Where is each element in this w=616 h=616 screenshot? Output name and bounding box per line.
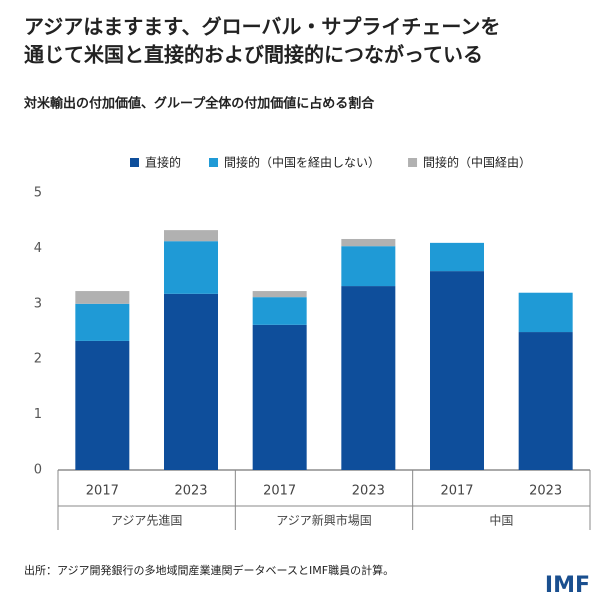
bar-segment bbox=[164, 293, 218, 470]
x-tick-label: 2017 bbox=[86, 484, 119, 499]
x-tick-label: 2023 bbox=[352, 484, 385, 499]
legend-swatch bbox=[408, 158, 418, 167]
bar-segment bbox=[252, 297, 307, 325]
logo: IMF bbox=[545, 573, 590, 598]
bar-segment bbox=[75, 291, 130, 304]
y-tick-label: 3 bbox=[34, 296, 42, 311]
bar-segment bbox=[75, 340, 130, 470]
chart-title: 通じて米国と直接的および間接的につながっている bbox=[24, 43, 483, 67]
bar-segment bbox=[252, 291, 307, 298]
y-tick-label: 5 bbox=[34, 186, 42, 201]
y-tick-label: 4 bbox=[34, 241, 42, 256]
legend-swatch bbox=[209, 158, 219, 167]
bar-segment bbox=[430, 271, 484, 470]
chart-subtitle: 対米輸出の付加価値、グループ全体の付加価値に占める割合 bbox=[23, 96, 375, 112]
bar-segment bbox=[341, 246, 396, 287]
bar-segment bbox=[164, 230, 218, 242]
x-tick-label: 2017 bbox=[440, 484, 473, 499]
y-tick-label: 1 bbox=[34, 407, 42, 422]
legend-label: 間接的（中国経由） bbox=[423, 155, 531, 170]
bar-segment bbox=[252, 324, 307, 470]
source-note: 出所：アジア開発銀行の多地域間産業連関データベースとIMF職員の計算。 bbox=[24, 563, 394, 577]
bar-segment bbox=[518, 292, 573, 333]
y-tick-label: 0 bbox=[34, 463, 42, 478]
group-label: アジア新興市場国 bbox=[276, 513, 372, 528]
group-label: 中国 bbox=[489, 513, 513, 528]
bar-segment bbox=[341, 238, 396, 247]
bar-segment bbox=[341, 286, 396, 470]
bar-segment bbox=[75, 303, 130, 341]
group-label: アジア先進国 bbox=[111, 514, 183, 528]
legend-label: 直接的 bbox=[145, 155, 181, 170]
bar-segment bbox=[518, 332, 573, 470]
legend-label: 間接的（中国を経由しない） bbox=[224, 155, 380, 170]
y-tick-label: 2 bbox=[34, 352, 42, 367]
legend-swatch bbox=[130, 158, 139, 167]
bar-segment bbox=[430, 242, 484, 272]
x-tick-label: 2017 bbox=[263, 484, 296, 499]
chart-title: アジアはますます、グローバル・サプライチェーンを bbox=[24, 15, 500, 39]
x-tick-label: 2023 bbox=[529, 484, 562, 499]
x-tick-label: 2023 bbox=[174, 484, 207, 499]
bar-segment bbox=[164, 241, 218, 294]
